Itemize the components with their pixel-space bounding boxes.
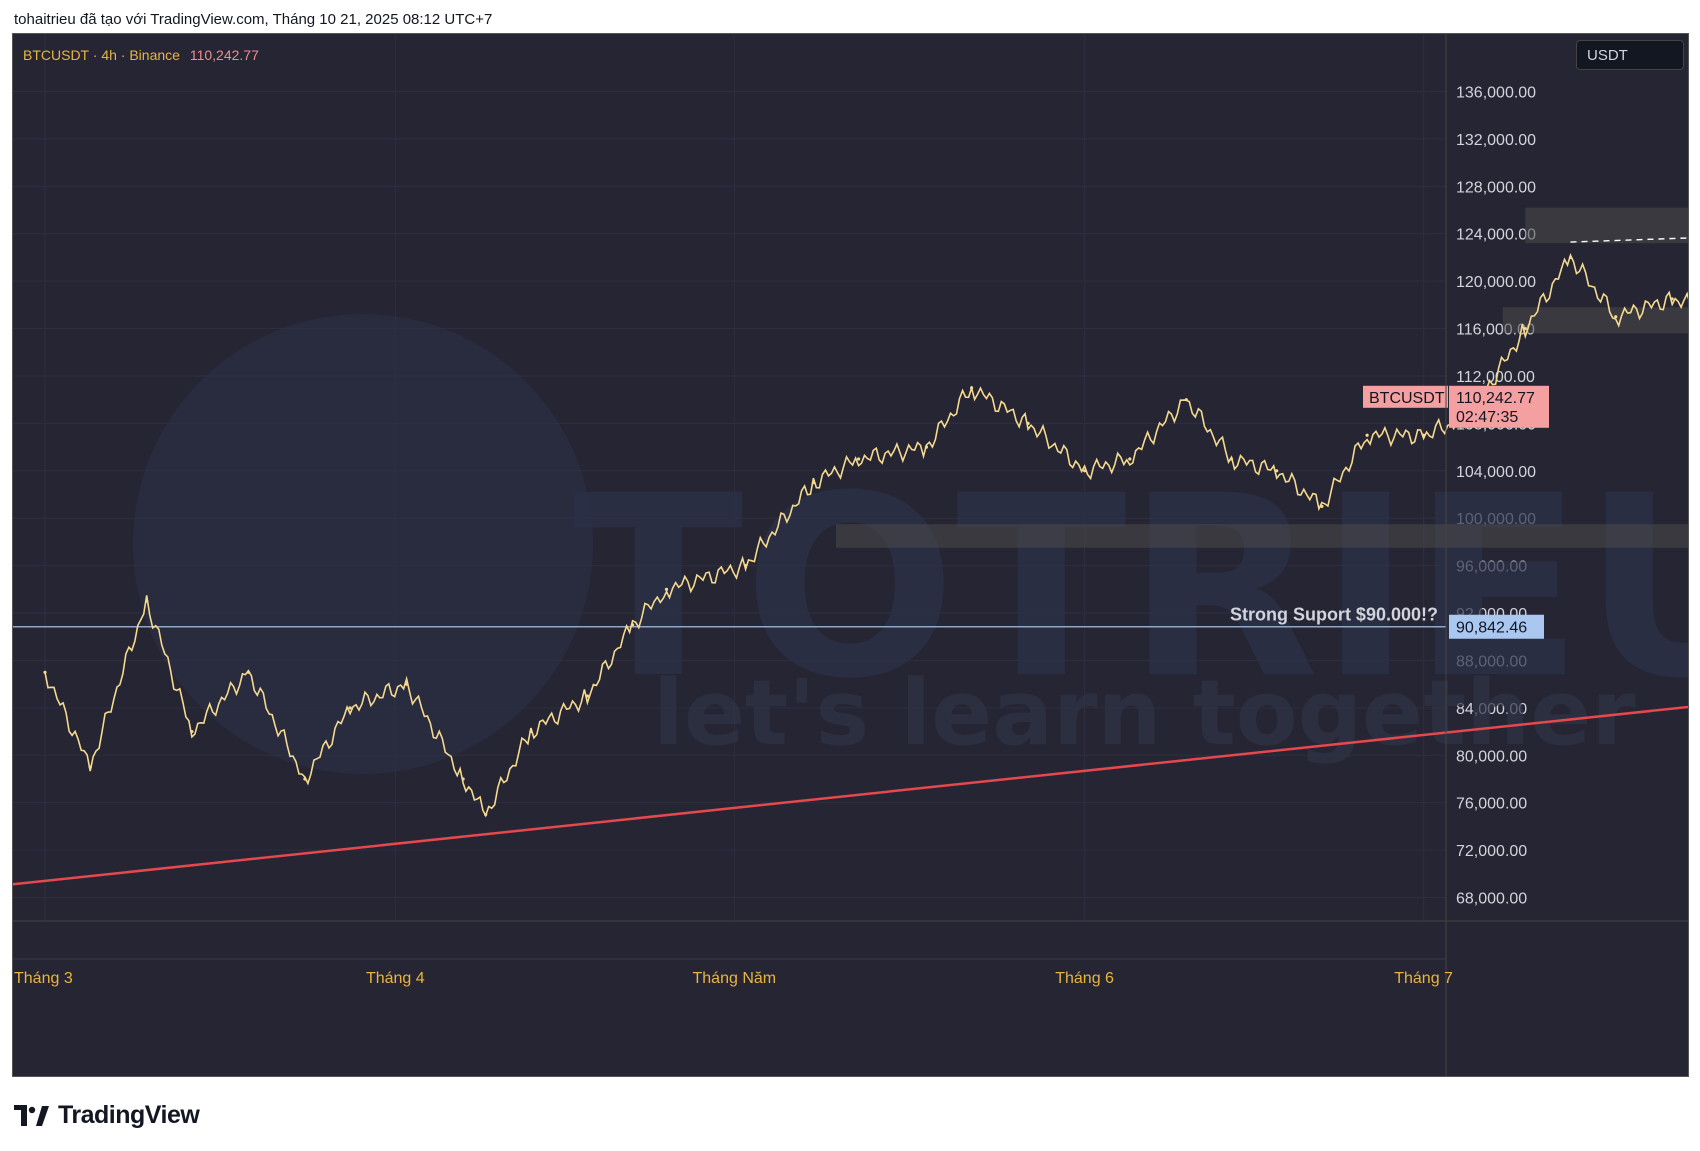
watermark-text: TOTRIEU bbox=[573, 442, 1689, 733]
y-tick-label: 136,000.00 bbox=[1456, 85, 1536, 102]
price-point bbox=[246, 670, 250, 674]
chart-canvas[interactable]: 136,000.00 132,000.00 128,000.00 124,000.00… bbox=[13, 34, 1689, 1077]
watermark-logo-icon bbox=[133, 314, 593, 774]
y-tick-label: 120,000.00 bbox=[1456, 274, 1536, 291]
y-tick-label: 72,000.00 bbox=[1456, 843, 1527, 860]
header-note: tohaitrieu đã tạo với TradingView.com, T… bbox=[14, 11, 493, 28]
chart-frame[interactable]: 136,000.00 132,000.00 128,000.00 124,000.00… bbox=[12, 33, 1689, 1077]
level-tag-value: 90,842.46 bbox=[1456, 620, 1527, 637]
x-tick-label: Tháng 7 bbox=[1394, 970, 1453, 987]
zone-rect bbox=[1502, 307, 1688, 334]
price-point bbox=[924, 445, 929, 449]
price-point bbox=[529, 729, 533, 734]
price-point bbox=[1523, 326, 1527, 331]
price-point bbox=[1026, 421, 1030, 425]
zone-rect bbox=[836, 524, 1688, 548]
price-point bbox=[811, 481, 816, 485]
price-point bbox=[1670, 297, 1674, 301]
brand-name: TradingView bbox=[58, 1101, 200, 1129]
price-point bbox=[145, 599, 149, 603]
price-point bbox=[461, 777, 465, 781]
price-point bbox=[1275, 469, 1279, 473]
x-tick-label: Tháng Năm bbox=[693, 970, 777, 987]
x-tick-label: Tháng 3 bbox=[14, 970, 73, 987]
y-tick-label: 68,000.00 bbox=[1456, 891, 1527, 908]
y-tick-label: 132,000.00 bbox=[1456, 132, 1536, 149]
price-point bbox=[43, 670, 47, 674]
price-point bbox=[857, 457, 861, 461]
y-tick-label: 124,000.00 bbox=[1456, 227, 1536, 244]
price-point bbox=[744, 564, 748, 568]
symbol-interval: 4h bbox=[101, 47, 117, 63]
price-point bbox=[1422, 433, 1426, 437]
price-point bbox=[348, 706, 352, 710]
y-tick-label: 96,000.00 bbox=[1456, 559, 1527, 576]
last-price-countdown: 02:47:35 bbox=[1456, 409, 1518, 426]
price-point bbox=[970, 386, 974, 390]
x-tick-label: Tháng 6 bbox=[1055, 970, 1114, 987]
price-point bbox=[190, 729, 194, 734]
price-point bbox=[1365, 433, 1369, 437]
symbol-legend[interactable]: BTCUSDT · 4h · Binance 110,242.77 bbox=[23, 47, 259, 63]
x-tick-label: Tháng 4 bbox=[366, 970, 425, 987]
price-point bbox=[1229, 457, 1234, 461]
last-price-value: 110,242.77 bbox=[1456, 390, 1535, 407]
y-tick-label: 88,000.00 bbox=[1456, 653, 1527, 670]
strong-support-label: Strong Suport $90.000!? bbox=[1230, 605, 1438, 625]
price-point bbox=[88, 765, 92, 769]
price-point bbox=[585, 694, 590, 698]
last-price-symbol: BTCUSDT bbox=[1369, 390, 1445, 407]
price-point bbox=[405, 682, 409, 686]
price-point bbox=[1083, 469, 1087, 473]
y-tick-label: 128,000.00 bbox=[1456, 179, 1536, 196]
watermark-slogan: let's learn together bbox=[653, 661, 1636, 766]
tradingview-brand[interactable]: TradingView bbox=[14, 1101, 200, 1130]
y-tick-label: 112,000.00 bbox=[1456, 369, 1535, 386]
level-tag bbox=[1449, 614, 1544, 639]
price-point bbox=[1184, 398, 1188, 402]
price-point bbox=[484, 812, 488, 817]
price-point bbox=[303, 777, 307, 781]
y-tick-label: 84,000.00 bbox=[1456, 701, 1527, 718]
price-point bbox=[1614, 315, 1618, 319]
y-tick-label: 100,000.00 bbox=[1456, 511, 1536, 528]
last-price-symbol-tag bbox=[1363, 385, 1448, 408]
currency-selector[interactable]: USDT bbox=[1576, 40, 1684, 70]
support-trendline bbox=[13, 705, 1688, 886]
zone-rect bbox=[1525, 207, 1688, 244]
y-tick-label: 104,000.00 bbox=[1456, 464, 1536, 481]
price-point bbox=[631, 623, 635, 627]
y-tick-label: 80,000.00 bbox=[1456, 748, 1527, 765]
symbol-exchange: Binance bbox=[129, 47, 180, 63]
symbol-name: BTCUSDT bbox=[23, 47, 89, 63]
price-point bbox=[664, 587, 669, 591]
symbol-price: 110,242.77 bbox=[189, 47, 259, 63]
tradingview-logo-icon bbox=[14, 1104, 49, 1126]
price-point bbox=[1568, 255, 1573, 260]
last-price-tag bbox=[1449, 385, 1549, 428]
price-point bbox=[1320, 504, 1324, 508]
y-tick-label: 76,000.00 bbox=[1456, 796, 1527, 813]
price-point bbox=[1128, 457, 1132, 461]
